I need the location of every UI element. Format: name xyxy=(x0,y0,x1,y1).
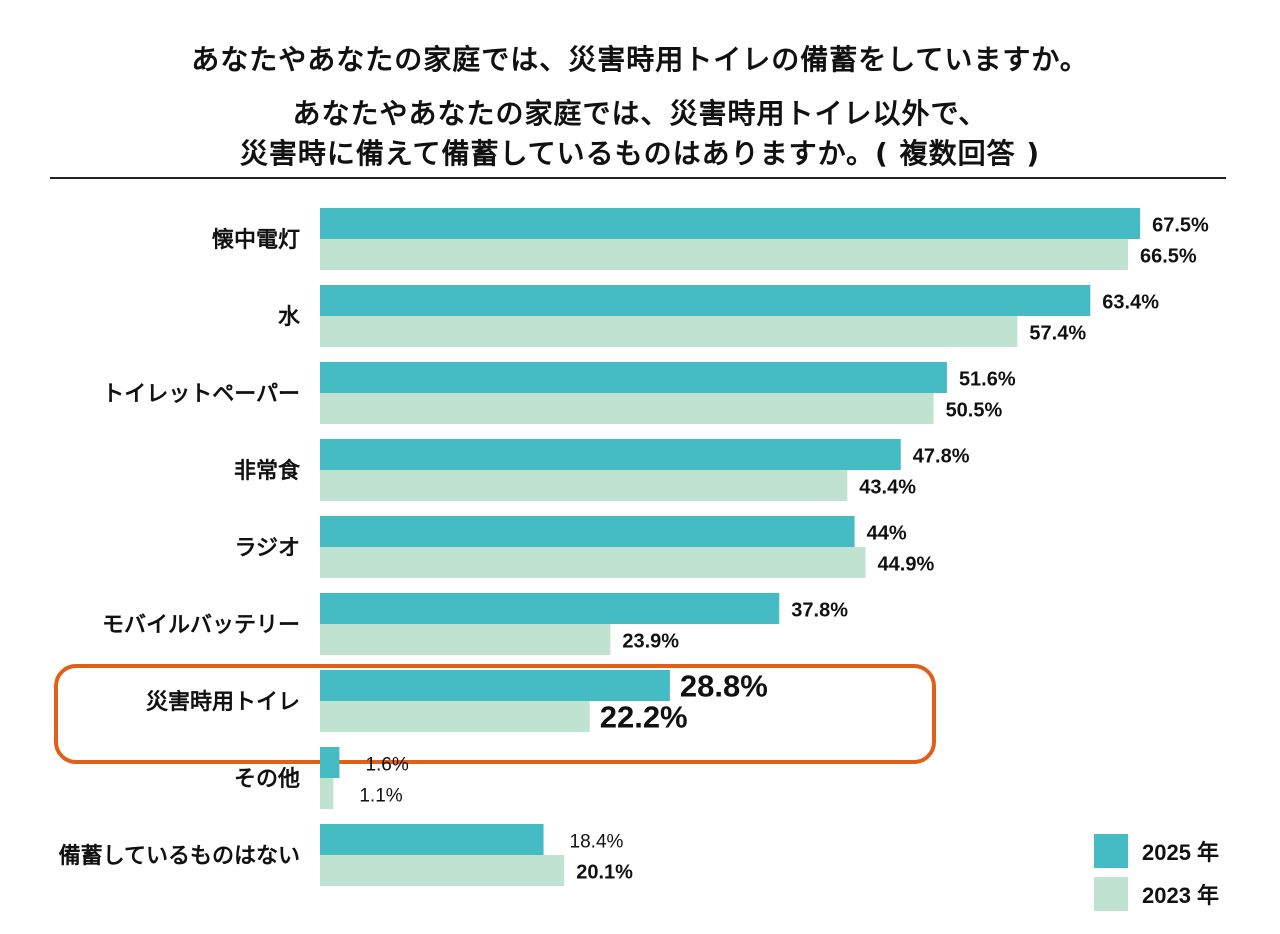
title-line-3: 災害時に備えて備蓄しているものはありますか。( 複数回答 ) xyxy=(239,137,1041,170)
bar-2025-年-7 xyxy=(320,747,340,778)
title-line-1: あなたやあなたの家庭では、災害時用トイレの備蓄をしていますか。 xyxy=(191,43,1089,76)
value-label: 63.4% xyxy=(1102,292,1159,314)
value-label: 1.1% xyxy=(359,786,402,807)
legend-swatch-2025 xyxy=(1094,834,1128,868)
bar-2023-年-1 xyxy=(320,316,1018,347)
title-divider xyxy=(50,177,1226,179)
bar-2025-年-2 xyxy=(320,362,947,393)
value-label: 66.5% xyxy=(1140,246,1197,268)
value-label: 37.8% xyxy=(791,600,848,622)
category-label: モバイルバッテリー xyxy=(102,613,300,638)
value-label: 67.5% xyxy=(1152,215,1209,237)
bar-2023-年-5 xyxy=(320,624,611,655)
category-label: 災害時用トイレ xyxy=(146,689,300,715)
category-label: ラジオ xyxy=(234,536,300,561)
bar-2025-年-1 xyxy=(320,285,1091,316)
highlight-box xyxy=(54,664,936,764)
value-label: 50.5% xyxy=(946,400,1003,422)
value-label: 47.8% xyxy=(913,446,970,468)
category-label: 懐中電灯 xyxy=(212,227,300,253)
bar-2023-年-7 xyxy=(320,778,334,809)
bar-2025-年-6 xyxy=(320,670,670,701)
bar-2023-年-3 xyxy=(320,470,848,501)
category-label: 非常食 xyxy=(234,458,301,484)
bar-2023-年-6 xyxy=(320,701,590,732)
legend-item-2025: 2025 年 xyxy=(1094,834,1219,868)
bar-2025-年-5 xyxy=(320,593,780,624)
value-label: 57.4% xyxy=(1029,323,1086,345)
bar-2025-年-8 xyxy=(320,824,544,855)
bar-2023-年-2 xyxy=(320,393,934,424)
legend-item-2023: 2023 年 xyxy=(1094,877,1219,911)
value-label: 28.8% xyxy=(680,669,768,704)
value-label: 20.1% xyxy=(576,862,633,884)
value-label: 1.6% xyxy=(365,755,408,776)
value-label: 44.9% xyxy=(878,554,935,576)
legend-label-2025: 2025 年 xyxy=(1142,840,1220,865)
value-label: 43.4% xyxy=(859,477,916,499)
value-label: 22.2% xyxy=(600,700,688,735)
value-label: 44% xyxy=(867,523,907,545)
bar-2023-年-0 xyxy=(320,239,1128,270)
value-label: 51.6% xyxy=(959,369,1016,391)
category-label: トイレットペーパー xyxy=(102,382,300,407)
bar-2025-年-4 xyxy=(320,516,855,547)
category-label: 水 xyxy=(278,305,301,330)
bar-2025-年-0 xyxy=(320,208,1141,239)
value-label: 18.4% xyxy=(570,832,624,853)
value-label: 23.9% xyxy=(622,631,679,653)
bar-2023-年-8 xyxy=(320,855,565,886)
legend-swatch-2023 xyxy=(1094,877,1128,911)
bar-2025-年-3 xyxy=(320,439,901,470)
category-label: その他 xyxy=(234,767,300,792)
title-line-2: あなたやあなたの家庭では、災害時用トイレ以外で、 xyxy=(292,97,988,130)
legend-label-2023: 2023 年 xyxy=(1142,883,1220,908)
category-label: 備蓄しているものはない xyxy=(59,843,300,869)
bar-2023-年-4 xyxy=(320,547,866,578)
